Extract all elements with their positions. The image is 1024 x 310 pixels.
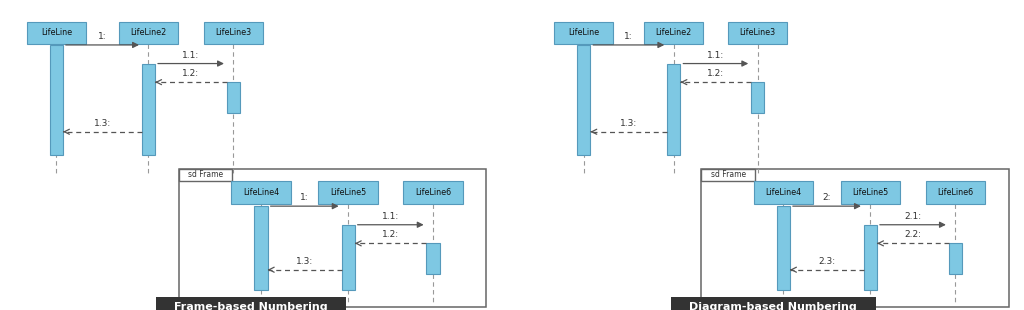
- Bar: [728, 22, 787, 44]
- Bar: [701, 169, 755, 181]
- Text: LifeLine4: LifeLine4: [765, 188, 802, 197]
- Text: 1.1:: 1.1:: [182, 51, 200, 60]
- Bar: [49, 45, 63, 155]
- Bar: [926, 181, 985, 204]
- Text: 1.2:: 1.2:: [182, 69, 200, 78]
- Text: 2.3:: 2.3:: [818, 257, 836, 266]
- Text: LifeLine5: LifeLine5: [852, 188, 889, 197]
- Text: 2:: 2:: [822, 193, 831, 202]
- Text: LifeLine5: LifeLine5: [330, 188, 367, 197]
- Bar: [254, 206, 268, 290]
- Text: 1.2:: 1.2:: [382, 230, 399, 239]
- Bar: [841, 181, 900, 204]
- Bar: [578, 45, 590, 155]
- Text: 1.2:: 1.2:: [708, 69, 724, 78]
- Bar: [179, 169, 232, 181]
- Bar: [342, 225, 355, 290]
- Text: LifeLine6: LifeLine6: [937, 188, 974, 197]
- Text: LifeLine3: LifeLine3: [215, 28, 252, 38]
- Bar: [27, 22, 86, 44]
- Text: 1:: 1:: [625, 32, 633, 41]
- Text: LifeLine4: LifeLine4: [243, 188, 280, 197]
- Bar: [554, 22, 613, 44]
- Bar: [644, 22, 703, 44]
- Bar: [668, 64, 681, 155]
- Text: LifeLine3: LifeLine3: [739, 28, 776, 38]
- Text: sd Frame: sd Frame: [188, 170, 223, 179]
- Bar: [777, 206, 791, 290]
- Text: 2.2:: 2.2:: [904, 230, 922, 239]
- Bar: [949, 243, 963, 274]
- Text: LifeLine2: LifeLine2: [130, 28, 167, 38]
- Text: 1.3:: 1.3:: [94, 119, 111, 128]
- Bar: [754, 181, 813, 204]
- Text: sd Frame: sd Frame: [711, 170, 745, 179]
- Text: LifeLine: LifeLine: [568, 28, 599, 38]
- Bar: [156, 297, 346, 310]
- Bar: [403, 181, 463, 204]
- Text: Frame-based Numbering: Frame-based Numbering: [174, 302, 328, 310]
- Bar: [671, 297, 876, 310]
- Bar: [864, 225, 877, 290]
- Text: 1.3:: 1.3:: [296, 257, 313, 266]
- Text: 1.1:: 1.1:: [382, 212, 399, 221]
- Bar: [119, 22, 178, 44]
- Bar: [227, 82, 240, 113]
- Bar: [204, 22, 263, 44]
- Text: Diagram-based Numbering: Diagram-based Numbering: [689, 302, 857, 310]
- Text: LifeLine2: LifeLine2: [655, 28, 692, 38]
- Text: 1.1:: 1.1:: [708, 51, 724, 60]
- Text: LifeLine6: LifeLine6: [415, 188, 452, 197]
- Text: 1:: 1:: [98, 32, 106, 41]
- Text: 1.3:: 1.3:: [621, 119, 637, 128]
- Text: 1:: 1:: [300, 193, 309, 202]
- Bar: [179, 169, 486, 307]
- Text: 2.1:: 2.1:: [904, 212, 922, 221]
- Bar: [141, 64, 156, 155]
- Bar: [701, 169, 1009, 307]
- Bar: [318, 181, 378, 204]
- Bar: [231, 181, 291, 204]
- Text: LifeLine: LifeLine: [41, 28, 72, 38]
- Bar: [426, 243, 440, 274]
- Bar: [752, 82, 764, 113]
